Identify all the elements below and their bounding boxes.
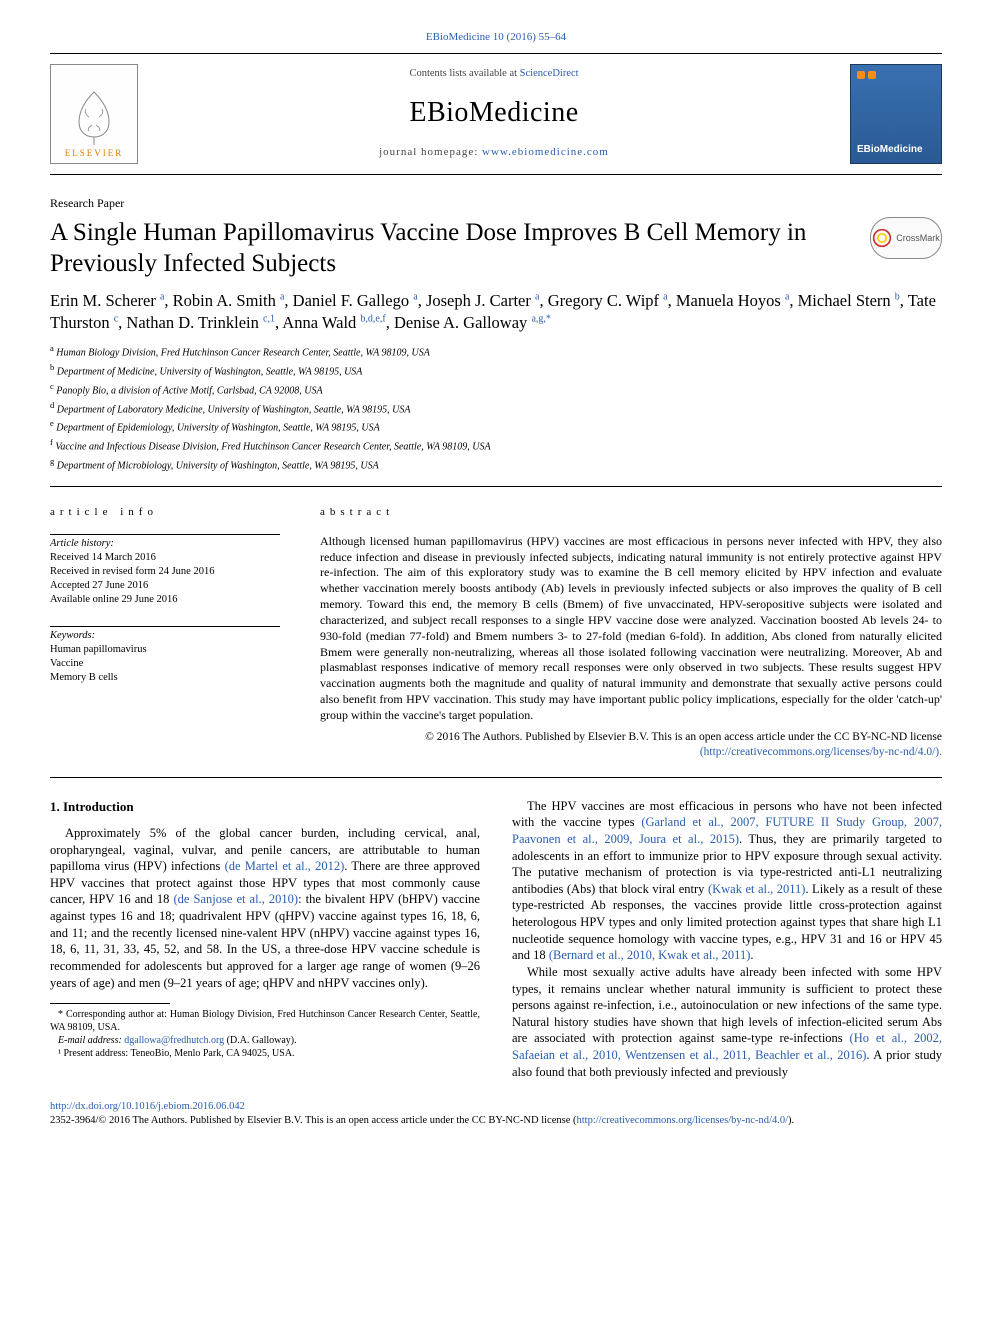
tree-icon <box>64 87 124 147</box>
keywords-label: Keywords: <box>50 629 280 643</box>
affiliation-item: d Department of Laboratory Medicine, Uni… <box>50 399 942 418</box>
citation-link[interactable]: (Kwak et al., 2011) <box>708 882 806 896</box>
license-link[interactable]: (http://creativecommons.org/licenses/by-… <box>700 746 942 758</box>
keyword-item: Vaccine <box>50 657 280 671</box>
section-heading-introduction: 1. Introduction <box>50 798 480 815</box>
contents-available-line: Contents lists available at ScienceDirec… <box>158 67 830 81</box>
citation-link[interactable]: (Bernard et al., 2010, Kwak et al., 2011… <box>549 948 751 962</box>
copyright-line: © 2016 The Authors. Published by Elsevie… <box>425 731 942 743</box>
journal-name: EBioMedicine <box>158 94 830 132</box>
article-title: A Single Human Papillomavirus Vaccine Do… <box>50 217 850 280</box>
footer-license-link[interactable]: http://creativecommons.org/licenses/by-n… <box>577 1115 789 1126</box>
email-suffix: (D.A. Galloway). <box>224 1035 296 1046</box>
journal-citation: EBioMedicine 10 (2016) 55–64 <box>50 30 942 45</box>
issn-copyright-line: 2352-3964/© 2016 The Authors. Published … <box>50 1115 577 1126</box>
article-type: Research Paper <box>50 195 942 211</box>
body-text: . <box>750 948 753 962</box>
cover-title-label: EBioMedicine <box>857 143 935 157</box>
body-paragraph: Approximately 5% of the global cancer bu… <box>50 825 480 991</box>
elsevier-logo: ELSEVIER <box>50 64 138 164</box>
body-paragraph: While most sexually active adults have a… <box>512 964 942 1080</box>
article-info-block: article info Article history: Received 1… <box>50 505 280 761</box>
present-address-note: ¹ Present address: TeneoBio, Menlo Park,… <box>50 1047 480 1060</box>
issn-suffix: ). <box>788 1115 794 1126</box>
article-history-label: Article history: <box>50 537 280 551</box>
history-item: Received 14 March 2016 <box>50 551 280 565</box>
body-paragraph: The HPV vaccines are most efficacious in… <box>512 798 942 964</box>
corresponding-author-note: * Corresponding author at: Human Biology… <box>50 1008 480 1034</box>
affiliation-item: c Panoply Bio, a division of Active Moti… <box>50 380 942 399</box>
body-text: : the bivalent HPV (bHPV) vaccine agains… <box>50 892 480 989</box>
email-link[interactable]: dgallowa@fredhutch.org <box>124 1035 224 1046</box>
affiliation-item: a Human Biology Division, Fred Hutchinso… <box>50 342 942 361</box>
page-footer: http://dx.doi.org/10.1016/j.ebiom.2016.0… <box>50 1100 942 1127</box>
history-item: Accepted 27 June 2016 <box>50 579 280 593</box>
author-list: Erin M. Scherer a, Robin A. Smith a, Dan… <box>50 290 942 335</box>
footnotes-block: * Corresponding author at: Human Biology… <box>50 1008 480 1060</box>
keyword-item: Human papillomavirus <box>50 643 280 657</box>
keyword-item: Memory B cells <box>50 671 280 685</box>
affiliation-item: g Department of Microbiology, University… <box>50 455 942 474</box>
abstract-copyright: © 2016 The Authors. Published by Elsevie… <box>320 730 942 761</box>
article-info-heading: article info <box>50 505 280 520</box>
journal-cover-thumbnail: EBioMedicine <box>850 64 942 164</box>
crossmark-label: CrossMark <box>896 232 940 244</box>
citation-link[interactable]: (de Sanjose et al., 2010) <box>173 892 298 906</box>
crossmark-icon <box>872 228 892 248</box>
contents-prefix: Contents lists available at <box>409 68 519 79</box>
history-item: Available online 29 June 2016 <box>50 593 280 607</box>
email-label: E-mail address: <box>58 1035 124 1046</box>
homepage-line: journal homepage: www.ebiomedicine.com <box>158 145 830 160</box>
citation-link[interactable]: (de Martel et al., 2012) <box>225 859 345 873</box>
crossmark-badge[interactable]: CrossMark <box>870 217 942 259</box>
homepage-prefix: journal homepage: <box>379 146 482 158</box>
affiliations-list: a Human Biology Division, Fred Hutchinso… <box>50 342 942 474</box>
history-item: Received in revised form 24 June 2016 <box>50 565 280 579</box>
email-note: E-mail address: dgallowa@fredhutch.org (… <box>50 1034 480 1047</box>
journal-header: ELSEVIER Contents lists available at Sci… <box>50 53 942 175</box>
affiliation-item: b Department of Medicine, University of … <box>50 361 942 380</box>
cover-accent-icon <box>857 71 935 79</box>
abstract-text: Although licensed human papillomavirus (… <box>320 534 942 724</box>
abstract-heading: abstract <box>320 505 942 520</box>
article-body: 1. Introduction Approximately 5% of the … <box>50 798 942 1081</box>
doi-link[interactable]: http://dx.doi.org/10.1016/j.ebiom.2016.0… <box>50 1101 245 1112</box>
header-center: Contents lists available at ScienceDirec… <box>158 67 830 160</box>
affiliation-item: e Department of Epidemiology, University… <box>50 417 942 436</box>
sciencedirect-link[interactable]: ScienceDirect <box>520 68 579 79</box>
abstract-block: abstract Although licensed human papillo… <box>320 505 942 761</box>
homepage-link[interactable]: www.ebiomedicine.com <box>482 146 609 158</box>
affiliation-item: f Vaccine and Infectious Disease Divisio… <box>50 436 942 455</box>
elsevier-label: ELSEVIER <box>65 147 124 159</box>
